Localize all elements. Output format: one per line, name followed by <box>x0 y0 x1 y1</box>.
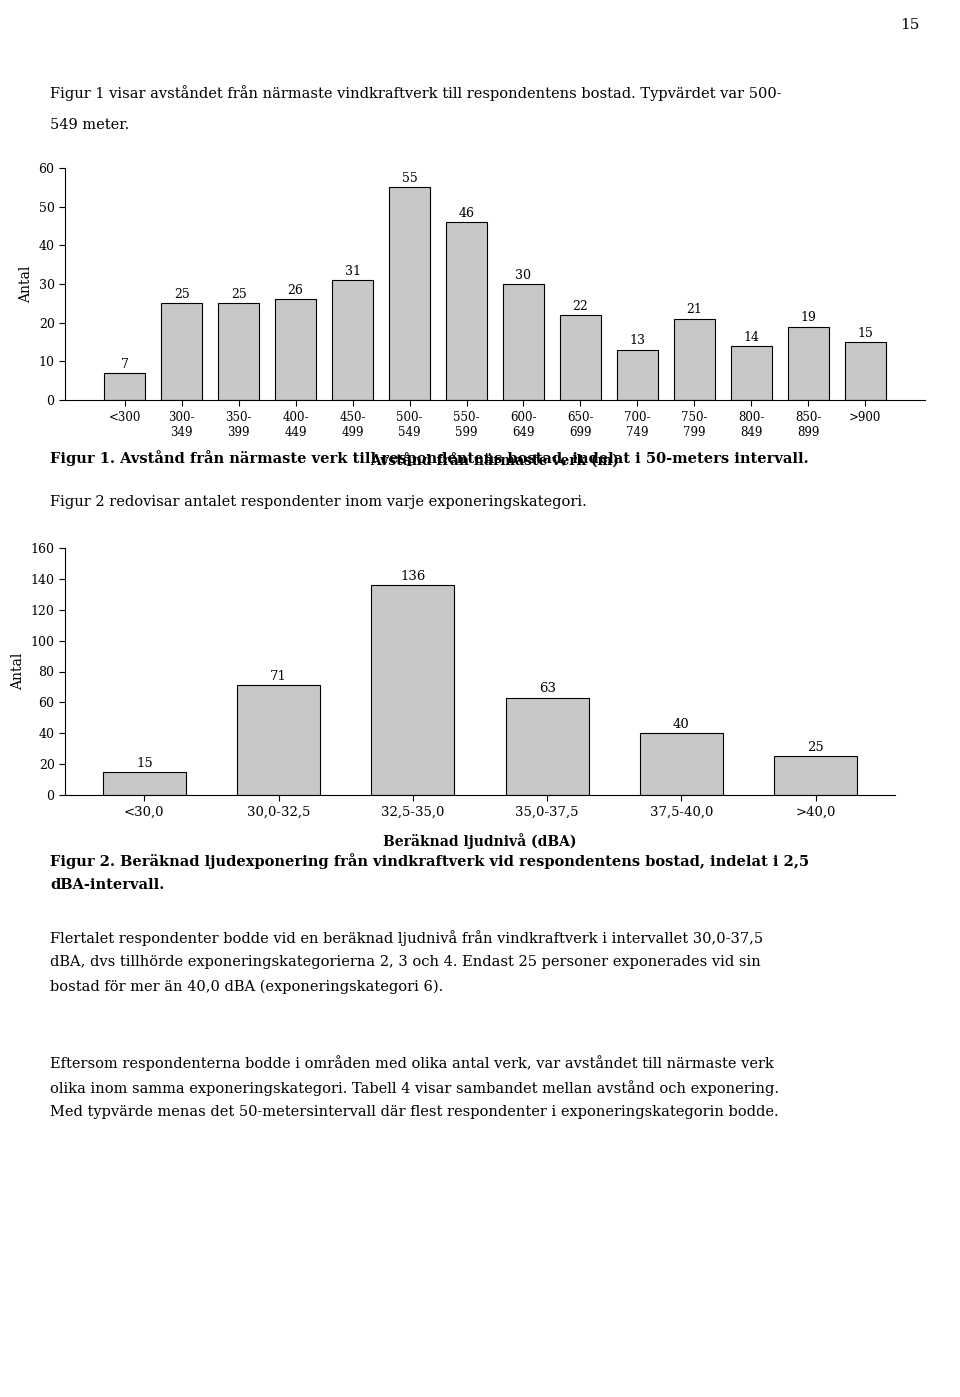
Text: Flertalet respondenter bodde vid en beräknad ljudnivå från vindkraftverk i inter: Flertalet respondenter bodde vid en berä… <box>50 930 763 946</box>
Text: 25: 25 <box>230 288 247 300</box>
Bar <box>503 284 544 400</box>
Bar <box>560 314 601 400</box>
Bar <box>788 327 828 400</box>
Text: 14: 14 <box>743 331 759 344</box>
Text: 25: 25 <box>174 288 189 300</box>
X-axis label: Avstånd från närmaste verk (m): Avstånd från närmaste verk (m) <box>371 453 619 468</box>
Bar <box>506 697 588 795</box>
Text: Figur 1 visar avståndet från närmaste vindkraftverk till respondentens bostad. T: Figur 1 visar avståndet från närmaste vi… <box>50 85 781 101</box>
Bar <box>845 342 886 400</box>
Text: 30: 30 <box>516 268 532 282</box>
Bar <box>674 319 715 400</box>
Text: Med typvärde menas det 50-metersintervall där flest respondenter i exponeringska: Med typvärde menas det 50-metersinterval… <box>50 1105 779 1119</box>
Bar <box>372 585 454 795</box>
Text: 55: 55 <box>401 172 418 184</box>
Bar <box>104 373 145 400</box>
Text: 15: 15 <box>136 757 153 770</box>
Text: 63: 63 <box>539 682 556 696</box>
Text: 26: 26 <box>288 284 303 298</box>
X-axis label: Beräknad ljudnivå (dBA): Beräknad ljudnivå (dBA) <box>383 833 577 849</box>
Bar <box>161 303 203 400</box>
Bar <box>446 222 487 400</box>
Y-axis label: Antal: Antal <box>11 652 25 690</box>
Text: 40: 40 <box>673 718 690 731</box>
Text: 21: 21 <box>686 303 703 317</box>
Y-axis label: Antal: Antal <box>19 265 33 303</box>
Bar <box>218 303 259 400</box>
Text: 25: 25 <box>807 740 824 754</box>
Bar <box>389 187 430 400</box>
Text: 7: 7 <box>121 358 129 370</box>
Text: 19: 19 <box>801 312 816 324</box>
Bar <box>639 733 723 795</box>
Text: 71: 71 <box>270 671 287 683</box>
Text: 549 meter.: 549 meter. <box>50 117 130 131</box>
Bar <box>103 773 186 795</box>
Text: Figur 2 redovisar antalet respondenter inom varje exponeringskategori.: Figur 2 redovisar antalet respondenter i… <box>50 495 587 509</box>
Text: 22: 22 <box>572 299 588 313</box>
Bar <box>276 299 316 400</box>
Text: Figur 1. Avstånd från närmaste verk till respondentens bostad, indelat i 50-mete: Figur 1. Avstånd från närmaste verk till… <box>50 450 808 467</box>
Text: 13: 13 <box>630 334 645 348</box>
Bar <box>237 686 321 795</box>
Text: dBA-intervall.: dBA-intervall. <box>50 877 164 893</box>
Text: Eftersom respondenterna bodde i områden med olika antal verk, var avståndet till: Eftersom respondenterna bodde i områden … <box>50 1055 774 1071</box>
Text: bostad för mer än 40,0 dBA (exponeringskategori 6).: bostad för mer än 40,0 dBA (exponeringsk… <box>50 981 444 995</box>
Bar <box>774 756 857 795</box>
Bar <box>617 349 658 400</box>
Text: dBA, dvs tillhörde exponeringskategorierna 2, 3 och 4. Endast 25 personer expone: dBA, dvs tillhörde exponeringskategorier… <box>50 956 760 970</box>
Text: 46: 46 <box>459 207 474 219</box>
Bar <box>731 346 772 400</box>
Text: olika inom samma exponeringskategori. Tabell 4 visar sambandet mellan avstånd oc: olika inom samma exponeringskategori. Ta… <box>50 1080 779 1095</box>
Text: 31: 31 <box>345 265 361 278</box>
Text: 15: 15 <box>900 18 920 32</box>
Text: 15: 15 <box>857 327 874 339</box>
Text: Figur 2. Beräknad ljudexponering från vindkraftverk vid respondentens bostad, in: Figur 2. Beräknad ljudexponering från vi… <box>50 854 809 869</box>
Text: 136: 136 <box>400 570 425 583</box>
Bar <box>332 281 373 400</box>
